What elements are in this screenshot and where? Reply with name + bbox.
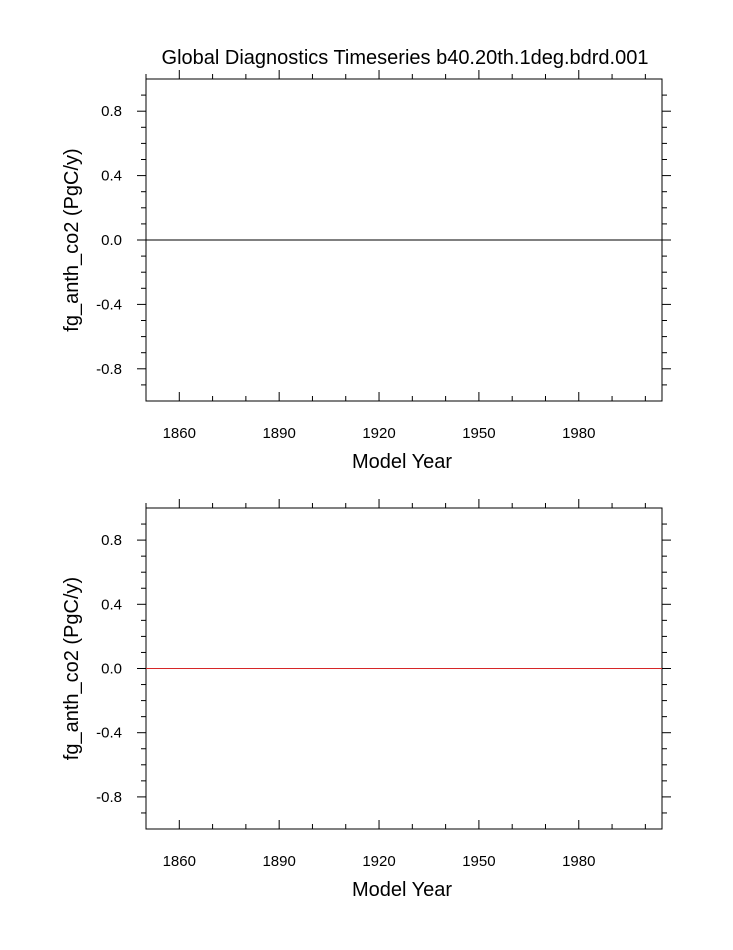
- x-tick-label: 1950: [462, 425, 495, 442]
- x-tick-label: 1980: [562, 425, 595, 442]
- y-tick-label: -0.4: [96, 725, 122, 742]
- y-tick-label: 0.0: [101, 232, 122, 249]
- x-tick-label: 1860: [163, 425, 196, 442]
- y-tick-label: 0.0: [101, 661, 122, 678]
- x-tick-label: 1890: [262, 853, 295, 870]
- y-tick-label: -0.8: [96, 789, 122, 806]
- y-tick-label: 0.8: [101, 532, 122, 549]
- x-tick-label: 1920: [362, 425, 395, 442]
- y-tick-label: -0.8: [96, 361, 122, 378]
- x-axis-label: Model Year: [352, 451, 452, 473]
- x-tick-label: 1980: [562, 853, 595, 870]
- y-tick-label: 0.4: [101, 596, 122, 613]
- y-axis-label: fg_anth_co2 (PgC/y): [61, 577, 83, 760]
- y-axis-label: fg_anth_co2 (PgC/y): [61, 148, 83, 331]
- y-tick-label: -0.4: [96, 296, 122, 313]
- x-tick-label: 1920: [362, 853, 395, 870]
- bottom-panel: 1860 1890 1920 1950 1980 -0.8 -0.4 0.0 0.4 0.8 Mod…: [61, 499, 671, 901]
- top-panel: 1860 1890 1920 1950 1980 -0.8 -0.4 0.0 0.4 0.8 Mod…: [61, 70, 671, 473]
- y-tick-label: 0.8: [101, 103, 122, 120]
- x-tick-label: 1860: [163, 853, 196, 870]
- chart-title: Global Diagnostics Timeseries b40.20th.1…: [162, 47, 649, 69]
- x-tick-label: 1890: [262, 425, 295, 442]
- x-tick-label: 1950: [462, 853, 495, 870]
- x-axis-label: Model Year: [352, 879, 452, 901]
- y-tick-label: 0.4: [101, 168, 122, 185]
